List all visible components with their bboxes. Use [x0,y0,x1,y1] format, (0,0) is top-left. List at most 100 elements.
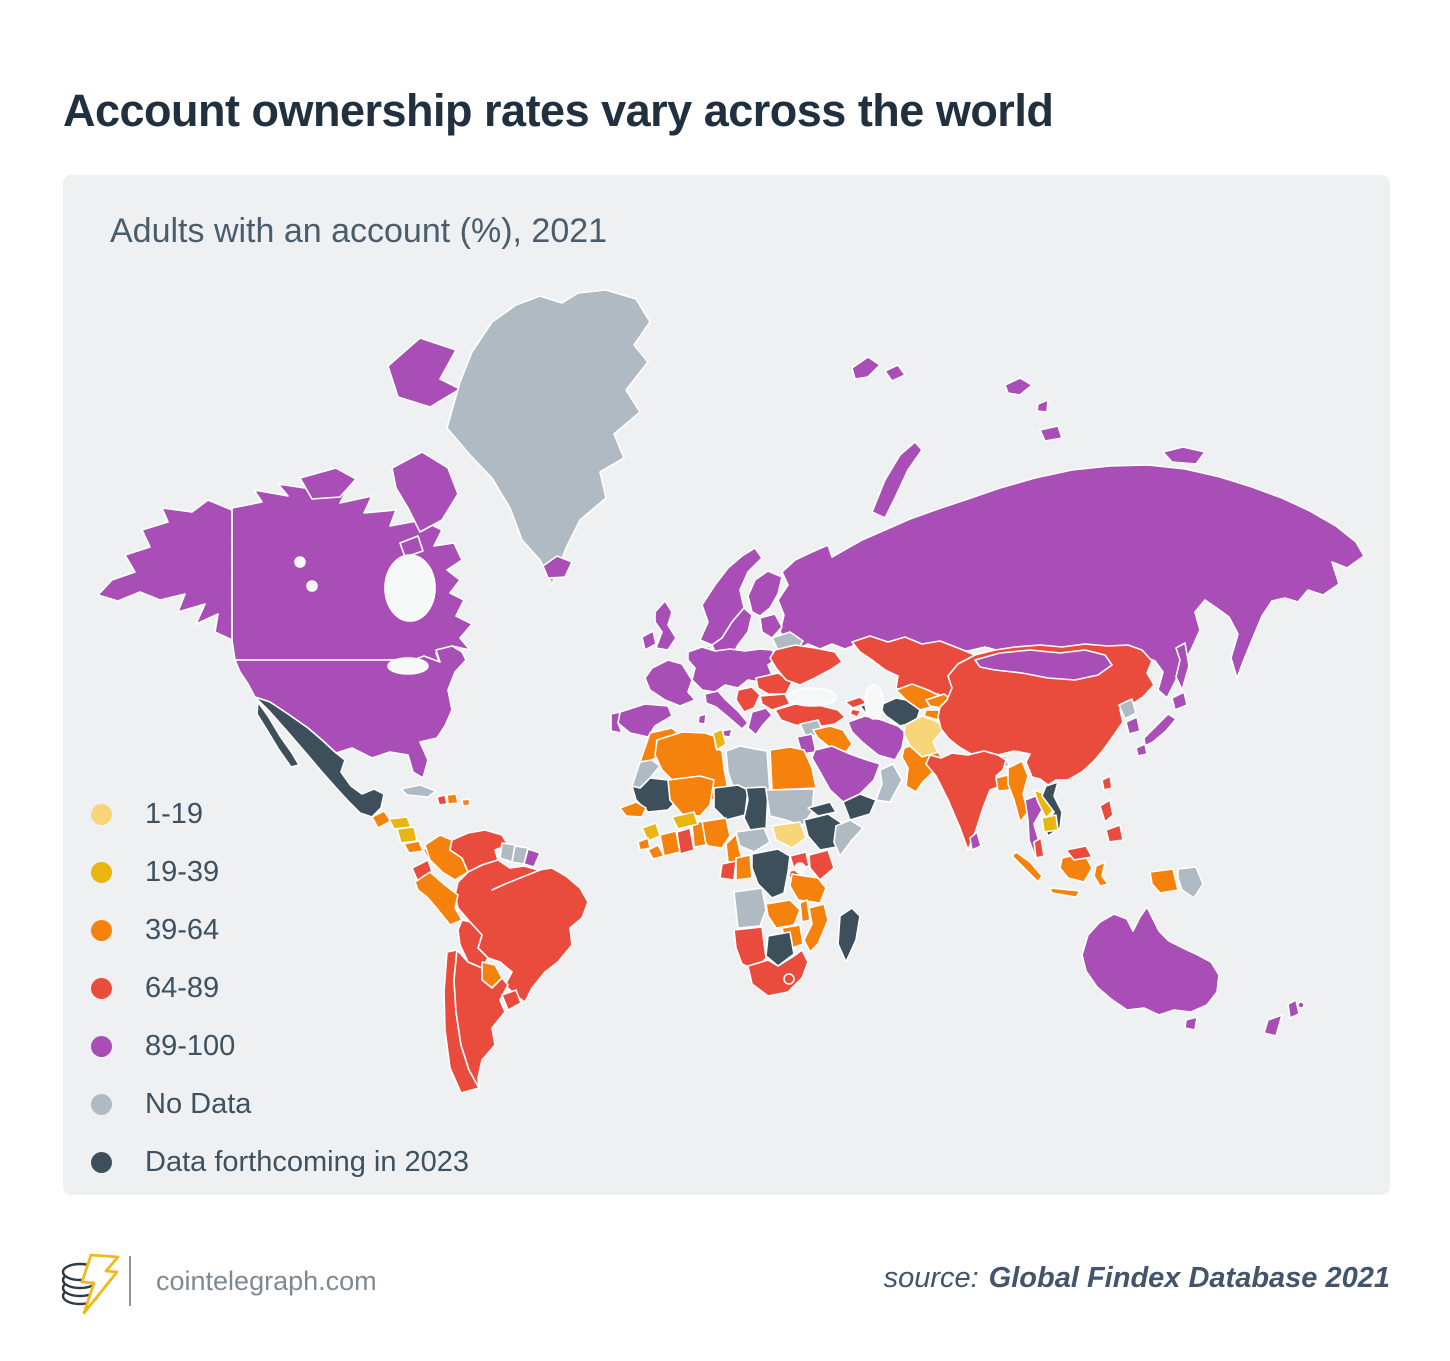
country-baltic-states [759,613,783,639]
country-fiji [1297,1001,1305,1009]
country-south-sudan [771,821,807,849]
country-costa-rica [403,840,424,854]
country-finland [747,570,783,617]
chart-panel: Adults with an account (%), 2021 [63,175,1390,1195]
legend-label: No Data [145,1087,252,1120]
country-gabon [719,860,737,881]
legend-label: 39-64 [145,913,220,946]
country-greece [747,707,773,736]
country-russia [1004,377,1033,396]
country-french-guiana [523,848,541,868]
legend-item-64-89: 64-89 [91,959,469,1017]
legend-item-forthcoming: Data forthcoming in 2023 [91,1133,469,1191]
country-niger [713,784,749,821]
country-mexico [256,701,300,768]
country-svalbard [851,356,881,380]
legend-label: Data forthcoming in 2023 [145,1145,470,1178]
country-venezuela [449,829,509,873]
country-russia [871,441,923,519]
country-iceland [542,555,573,579]
country-yemen [842,793,877,821]
country-uk [654,600,677,651]
footer-divider [129,1256,131,1306]
country-canada [399,535,424,558]
country-tanzania [789,873,827,904]
legend-dot-forthcoming [91,1151,112,1173]
legend-dot-39-64 [91,919,112,941]
country-italy [697,713,707,725]
legend-label: 89-100 [145,1029,236,1062]
cointelegraph-logo-icon [61,1253,120,1315]
country-afghanistan [903,715,944,758]
country-japan [1171,691,1188,711]
country-congo [735,854,753,881]
country-mexico [254,696,385,818]
amazon-river [491,867,546,891]
country-svalbard [884,364,906,382]
country-burkina-faso [671,811,699,830]
country-papua-new-guinea [1177,866,1204,899]
country-philippines [1105,824,1124,843]
legend-item-1-19: 1-19 [91,785,469,843]
country-malaysia [1065,845,1093,861]
country-spain [617,703,673,738]
country-senegal [619,801,647,818]
black-sea [787,687,837,707]
country-canada [299,467,357,500]
country-russia [1162,446,1206,465]
country-dr-congo [751,848,791,899]
country-japan [1135,743,1148,757]
legend-item-89-100: 89-100 [91,1017,469,1075]
legend-item-19-39: 19-39 [91,843,469,901]
country-ukraine [769,644,843,686]
country-mali [667,775,715,817]
country-mozambique [803,903,829,953]
country-tunisia [712,728,727,751]
country-france [644,659,696,707]
country-somalia [833,819,864,857]
country-sri-lanka [969,831,982,851]
country-cambodia [1041,814,1059,833]
country-australia [1184,1016,1198,1031]
country-japan [1143,713,1177,747]
country-oman [875,763,903,803]
country-western-balkans [735,686,761,713]
footer: cointelegraph.com source: Global Findex D… [0,1232,1450,1332]
country-north-korea [1118,698,1137,720]
country-ivory-coast [659,830,681,857]
country-turkmenistan [877,697,921,727]
caspian-sea [864,684,884,720]
country-russia [777,464,1365,699]
country-new-zealand [1263,1014,1283,1037]
legend-dot-64-89 [91,977,112,999]
country-russia [1175,642,1190,691]
country-romania [755,672,793,695]
country-malaysia [1033,837,1045,859]
country-south-africa [747,949,809,997]
country-indonesia [1011,851,1043,883]
country-guinea [641,822,661,842]
country-liberia [647,844,665,860]
country-mongolia [974,649,1113,681]
country-canada [391,451,459,533]
lake-victoria [794,862,806,874]
legend-dot-1-19 [91,803,112,825]
legend-dot-89-100 [91,1035,112,1057]
legend-item-39-64: 39-64 [91,901,469,959]
source-text: source: Global Findex Database 2021 [884,1262,1390,1295]
country-ecuador [411,859,433,883]
country-ireland [641,630,657,651]
country-canada [387,337,461,408]
country-new-zealand [1287,999,1300,1019]
page-title: Account ownership rates vary across the … [63,85,1054,137]
great-bear-lake [294,556,306,568]
map-legend: 1-19 19-39 39-64 64-89 89-100 No Data Da… [91,785,469,1191]
country-portugal [610,711,623,734]
country-argentina [453,949,509,1089]
country-cuba [400,784,437,798]
source-prefix: source: [883,1262,979,1294]
country-greenland [446,289,651,586]
country-usa [97,499,233,641]
country-puerto-rico [461,798,471,807]
great-slave-lake [306,580,318,592]
